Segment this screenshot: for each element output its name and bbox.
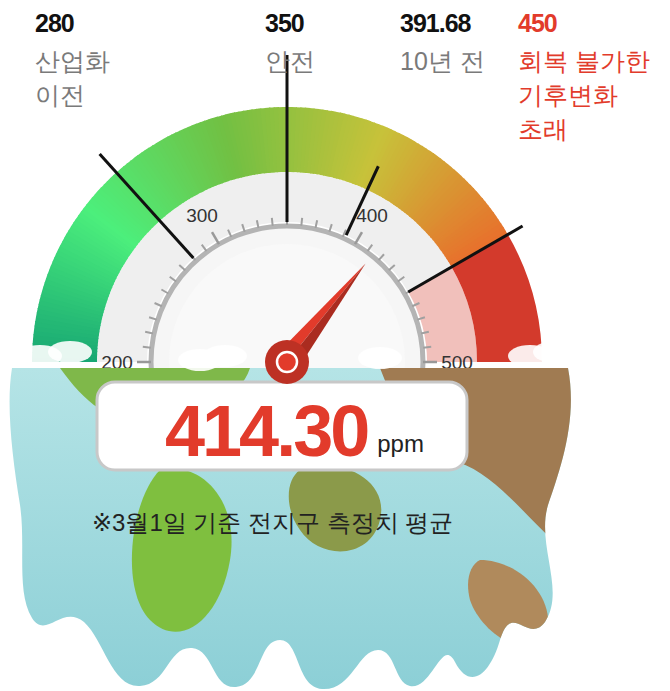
major-tick [355,232,362,244]
minor-tick [421,332,429,334]
minor-tick [155,303,162,306]
globe-land [132,468,232,631]
needle-hub-inner [277,352,297,372]
major-tick [212,232,219,244]
minor-tick [398,277,404,282]
value-text: 414.30 [165,391,368,471]
marker-value: 450 [518,9,557,37]
minor-tick [143,346,151,349]
tick-label: 400 [356,205,388,226]
minor-tick [417,317,425,319]
chart: 200300400500280산업화이전350안전391.6810년 전450회… [0,0,670,691]
minor-tick [368,245,373,251]
marker-line [100,154,194,258]
minor-tick [149,317,157,319]
marker-text: 회복 불가한 [518,47,650,75]
minor-tick [242,224,244,232]
value-box: 414.30 ppm [97,382,467,471]
marker-text: 이전 [35,81,85,109]
marker-text: 10년 전 [400,47,485,75]
needle-hub [265,340,309,384]
cloud [48,341,92,363]
band-segment [452,235,542,363]
globe [10,341,580,689]
cloud [203,345,247,367]
note: ※3월1일 기준 전지구 측정치 평균 [92,509,453,536]
minor-tick [257,220,259,228]
marker-text: 산업화 [35,47,110,75]
major-tick [423,361,437,364]
minor-tick [389,265,395,270]
major-tick [137,361,151,364]
globe-land [468,560,548,646]
markers: 280 산업화이전 350 안전 391.68 10년 전 450 회복 불가한기후변화초래 [35,9,650,292]
cloud [358,347,402,369]
minor-tick [300,218,303,226]
minor-tick [379,254,384,260]
marker-text: 초래 [518,115,568,143]
unit-text: ppm [377,430,424,457]
marker-line [346,166,378,235]
minor-tick [202,245,207,251]
marker-value: 350 [265,9,304,37]
marker-line [286,55,289,222]
minor-tick [170,277,176,282]
marker-value: 391.68 [400,9,472,37]
value-box-frame [97,382,467,470]
cloud [533,341,577,363]
marker-text: 안전 [265,47,315,75]
minor-tick [329,224,331,232]
minor-tick [228,230,231,237]
minor-tick [271,218,274,226]
minor-tick [145,332,153,334]
marker-line [408,226,522,292]
minor-tick [315,220,317,228]
minor-tick [412,303,419,306]
minor-tick [179,265,185,270]
tick-label: 300 [186,205,218,226]
minor-tick [423,346,431,349]
marker-value: 280 [35,9,74,37]
marker-text: 기후변화 [518,81,618,109]
minor-tick [161,290,168,294]
